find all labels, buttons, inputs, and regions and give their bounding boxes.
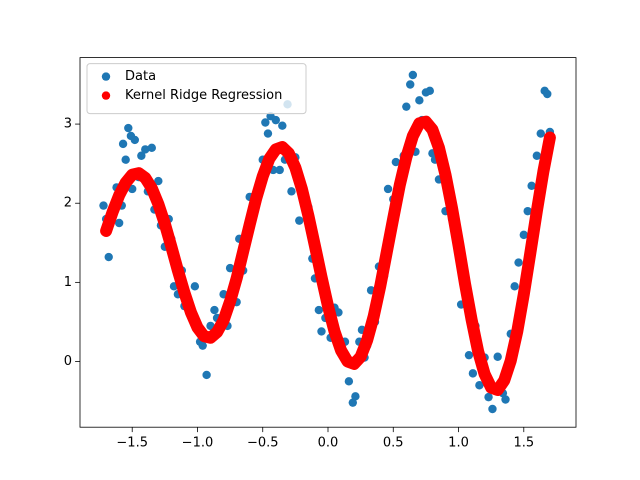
data-point [225,263,235,273]
data-point [468,369,478,378]
data-point [147,143,156,153]
x-tick-label: −1.0 [182,436,214,451]
data-point [348,398,357,407]
data-point [154,176,163,186]
data-point [137,151,146,160]
data-point [510,282,519,291]
data-point [124,123,133,133]
data-point [104,252,113,262]
data-point [383,184,393,194]
data-point [532,151,542,160]
data-point [130,135,140,145]
data-point [121,155,130,164]
x-tick-label: −0.5 [247,436,279,451]
data-point [351,392,360,401]
data-point [190,282,200,291]
data-point [99,201,108,210]
data-point [198,341,207,350]
y-tick-label: 2 [64,196,72,211]
data-point [344,377,354,386]
data-point [475,381,484,390]
data-point [543,89,552,99]
data-point [406,80,415,89]
data-point [317,327,326,336]
data-point [402,102,411,111]
data-point [425,86,435,96]
legend-label: Data [125,69,156,84]
data-point [141,145,150,154]
data-point [263,129,273,138]
data-point [275,165,284,175]
data-point [523,206,532,216]
legend: Data Kernel Ridge Regression [86,63,307,115]
data-point [464,350,474,360]
data-point [295,216,304,225]
data-point [488,404,497,414]
legend-marker [101,91,111,100]
data-point [261,118,270,127]
y-tick-label: 1 [64,275,72,290]
plot-frame [79,57,577,428]
y-tick-label: 3 [64,117,72,132]
legend-marker [101,72,111,81]
x-tick-label: 1.0 [448,436,469,451]
data-point [484,392,493,402]
legend-box [86,63,307,115]
data-point [278,121,287,130]
data-point [118,139,128,149]
data-point [287,187,296,196]
data-point [415,96,424,105]
legend-label: Kernel Ridge Regression [125,88,282,103]
data-point [391,157,401,167]
data-point [114,218,124,228]
data-point [210,305,219,315]
data-point [514,258,523,267]
data-point [527,181,536,191]
x-tick-label: 1.5 [513,436,534,451]
x-tick-label: −1.5 [116,436,148,451]
data-point [493,352,502,361]
data-point [519,230,528,240]
y-tick-label: 0 [64,354,72,369]
x-tick-label: 0.0 [318,436,339,451]
data-point [536,129,545,138]
data-point [408,70,418,80]
data-point [271,115,280,125]
x-tick-label: 0.5 [383,436,404,451]
data-point [314,305,324,315]
regression-curve [100,115,556,397]
data-point [202,370,211,380]
data-point [501,395,510,404]
